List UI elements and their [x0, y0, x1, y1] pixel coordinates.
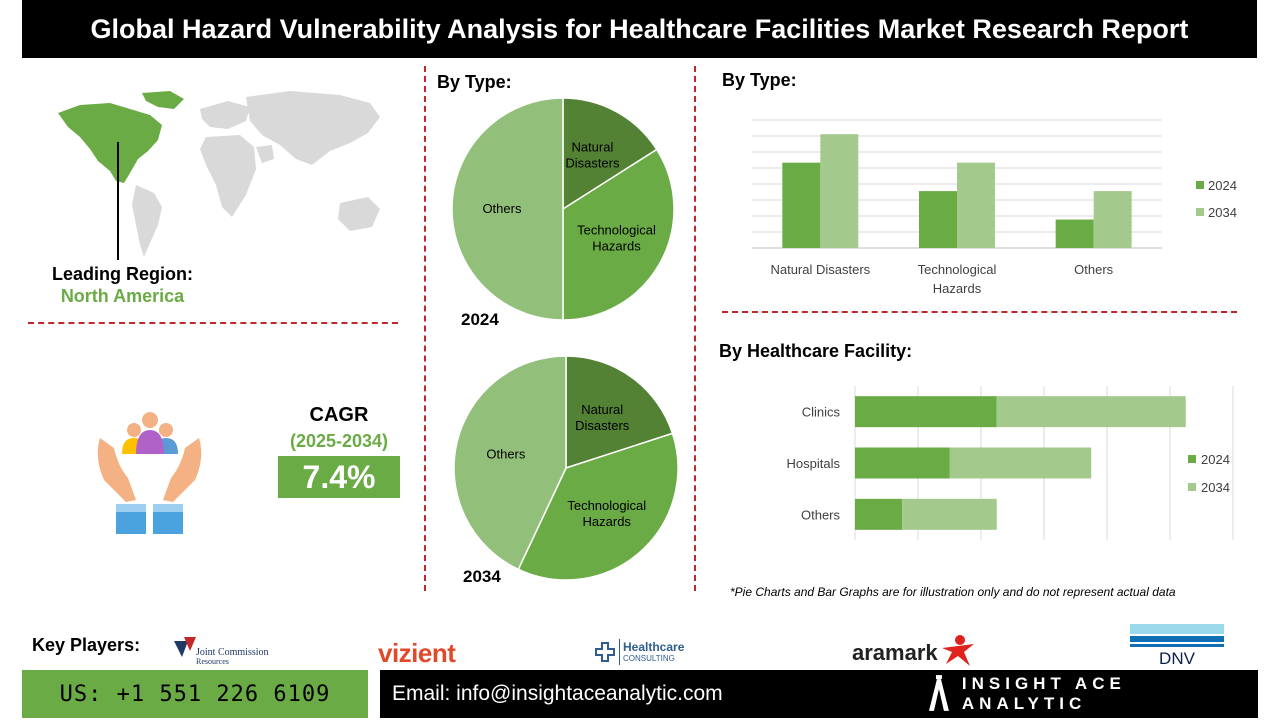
bar-category-label: Technological: [918, 262, 997, 277]
hbar-hospitals-2024: [855, 447, 950, 479]
divider-left: [424, 66, 426, 591]
bar-category-label: Hazards: [933, 281, 982, 296]
page-title: Global Hazard Vulnerability Analysis for…: [22, 0, 1257, 58]
email-contact[interactable]: Email: info@insightaceanalytic.com: [380, 670, 920, 718]
pie-label-others: Others: [482, 201, 522, 216]
bar-others-2024: [1055, 219, 1094, 248]
medical-cross-icon: [595, 642, 615, 662]
hbar-category-label: Clinics: [802, 405, 841, 420]
logo-healthcare-consulting: Healthcare CONSULTING: [595, 637, 705, 667]
pie-slice-natural-disasters: [562, 97, 658, 211]
bar-category-label: Others: [1074, 262, 1114, 277]
bar-technological-hazards-2024: [919, 191, 957, 248]
divider-right: [694, 66, 696, 591]
pie-label-others: Others: [486, 447, 526, 462]
world-map: [50, 85, 390, 265]
key-players-label: Key Players:: [32, 635, 141, 655]
pie-slice-others: [451, 97, 564, 321]
phone-contact[interactable]: US: +1 551 226 6109: [22, 670, 368, 718]
leading-region-value: North America: [60, 286, 185, 306]
joint-commission-logo-icon: [174, 637, 196, 657]
legend-swatch-2034: [1196, 208, 1204, 216]
bar-category-label: Natural Disasters: [770, 262, 870, 277]
pie-label-natural-disasters: Natural Disasters: [565, 140, 620, 171]
brand-name: INSIGHT ACE ANALYTIC: [961, 674, 1126, 713]
pie-slice-technological-hazards: [517, 432, 679, 581]
pie-slice-others: [453, 355, 567, 571]
hlegend-swatch-2024: [1188, 455, 1196, 463]
hbar-others-2024: [855, 498, 903, 530]
bar-chart-by-facility: Clinics Hospitals Others 2024 2034: [787, 386, 1234, 540]
hbar-category-label: Hospitals: [787, 456, 841, 471]
hbar-hospitals-2034: [949, 447, 1092, 479]
bar-chart-by-type: Natural Disasters Technological Hazards Oth…: [752, 119, 1237, 296]
cagr-block: CAGR (2025-2034): [278, 404, 400, 452]
pie-section-title: By Type:: [437, 72, 512, 92]
hbar-clinics-2034: [996, 396, 1186, 428]
pie-label-technological-hazards: Technological Hazards: [577, 222, 656, 253]
facility-title: By Healthcare Facility:: [719, 341, 913, 361]
pie-chart-2034: Natural Disasters Technological Hazards Othe…: [453, 355, 679, 581]
pie-chart-2024: Natural Disasters Technological Hazards Othe…: [451, 97, 675, 321]
bar-natural-disasters-2034: [820, 134, 859, 248]
cagr-period: (2025-2034): [289, 431, 389, 451]
hbar-clinics-2024: [855, 396, 997, 428]
hbar-category-label: Others: [801, 507, 841, 522]
bar-type-title: By Type:: [722, 70, 797, 90]
logo-aramark: aramark: [852, 640, 938, 665]
pie-year-2034: 2034: [463, 567, 501, 586]
map-pointer-line: [117, 142, 119, 260]
logo-dnv: DNV: [1130, 624, 1224, 668]
people-hands-illustration: [92, 408, 207, 536]
pie-label-natural-disasters: Natural Disasters: [575, 402, 630, 433]
logo-vizient: vizient: [378, 638, 456, 668]
cagr-label: CAGR: [309, 404, 369, 426]
leading-region-label: Leading Region:: [52, 264, 193, 284]
legend-label-2024: 2024: [1208, 178, 1237, 193]
aramark-star-icon: [942, 635, 974, 666]
hlegend-label-2024: 2024: [1201, 452, 1230, 467]
pie-slice-natural-disasters: [565, 355, 674, 470]
logo-joint-commission: Joint Commission Resources: [174, 637, 284, 667]
footnote: *Pie Charts and Bar Graphs are for illus…: [730, 585, 1176, 599]
cagr-value: 7.4%: [278, 456, 400, 498]
pie-label-technological-hazards: Technological Hazards: [567, 498, 646, 529]
legend-swatch-2024: [1196, 181, 1204, 189]
bar-natural-disasters-2024: [782, 162, 821, 248]
brand-logo-icon: [928, 675, 949, 711]
people-hands-icon: [97, 412, 202, 534]
divider-region: [28, 322, 398, 324]
hbar-others-2034: [902, 498, 997, 530]
divider-charts: [722, 311, 1237, 313]
pie-year-2024: 2024: [461, 310, 499, 329]
brand-bar: INSIGHT ACE ANALYTIC: [920, 670, 1258, 718]
bar-others-2034: [1093, 191, 1132, 248]
legend-label-2034: 2034: [1208, 205, 1237, 220]
hlegend-swatch-2034: [1188, 483, 1196, 491]
pie-slice-technological-hazards: [562, 148, 675, 321]
world-map-icon: [58, 91, 380, 257]
bar-technological-hazards-2034: [957, 162, 995, 248]
hlegend-label-2034: 2034: [1201, 480, 1230, 495]
